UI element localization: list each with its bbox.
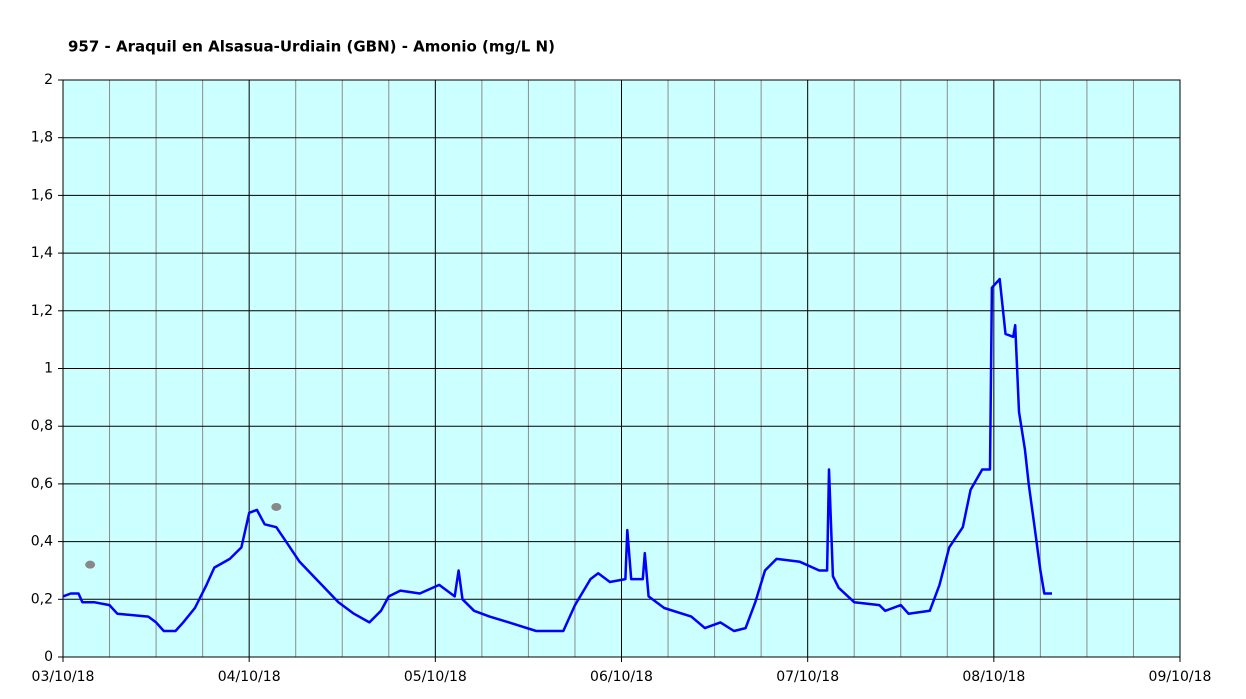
x-tick-label: 09/10/18 [1149, 669, 1212, 685]
point [271, 502, 282, 511]
x-tick-label: 08/10/18 [962, 669, 1025, 685]
y-tick-label: 1,8 [31, 130, 53, 146]
y-tick-label: 0 [44, 649, 53, 665]
point [85, 560, 96, 569]
plot-frame [62, 79, 1181, 658]
y-tick-label: 2 [44, 72, 53, 88]
y-tick-label: 0,4 [31, 534, 53, 550]
y-tick-label: 1,4 [31, 245, 53, 261]
y-tick-label: 0,8 [31, 418, 53, 434]
chart-title: 957 - Araquil en Alsasua-Urdiain (GBN) -… [68, 38, 555, 56]
x-tick-label: 06/10/18 [590, 669, 653, 685]
y-tick-label: 0,6 [31, 476, 53, 492]
x-tick-label: 03/10/18 [32, 669, 95, 685]
x-tick-label: 07/10/18 [776, 669, 839, 685]
data-line [62, 277, 1052, 633]
y-tick-label: 1 [44, 361, 53, 377]
y-tick-label: 0,2 [31, 591, 53, 607]
x-tick-label: 05/10/18 [404, 669, 467, 685]
y-tick-label: 1,6 [31, 187, 53, 203]
y-tick-label: 1,2 [31, 303, 53, 319]
x-tick-label: 04/10/18 [218, 669, 281, 685]
